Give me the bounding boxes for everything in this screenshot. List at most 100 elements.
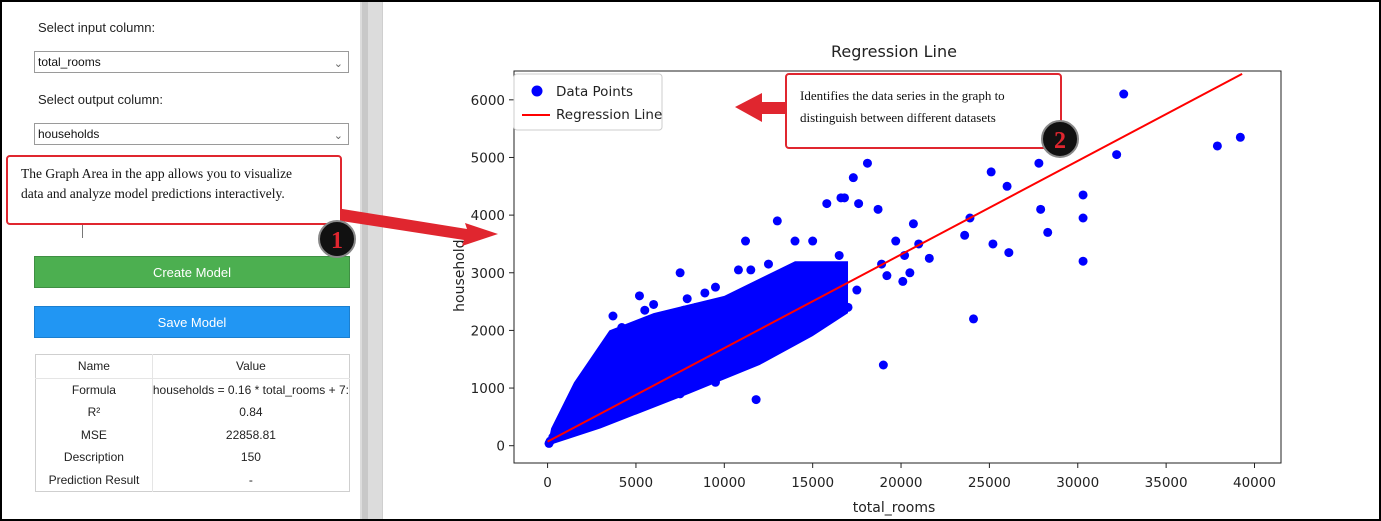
data-point bbox=[737, 325, 747, 335]
table-row: MSE 22858.81 bbox=[35, 423, 350, 446]
data-point bbox=[643, 331, 653, 341]
data-point bbox=[634, 291, 644, 301]
data-point bbox=[799, 291, 809, 301]
output-column-select[interactable]: households ⌄ bbox=[34, 123, 349, 145]
column-header-name: Name bbox=[35, 354, 153, 379]
data-point bbox=[608, 311, 618, 321]
data-point bbox=[781, 308, 791, 318]
table-row: Description 150 bbox=[35, 446, 350, 469]
data-point bbox=[862, 158, 872, 168]
data-point bbox=[1034, 158, 1044, 168]
data-point bbox=[790, 236, 800, 246]
y-tick-label: 2000 bbox=[471, 323, 505, 339]
data-point bbox=[604, 406, 614, 416]
data-point bbox=[755, 279, 765, 289]
save-model-button[interactable]: Save Model bbox=[34, 306, 350, 338]
callout-line: Identifies the data series in the graph … bbox=[800, 88, 1005, 103]
row-value: households = 0.16 * total_rooms + 7: bbox=[152, 382, 349, 397]
data-point bbox=[691, 302, 701, 312]
data-point bbox=[968, 314, 978, 324]
data-point bbox=[808, 236, 818, 246]
data-point bbox=[627, 377, 637, 387]
row-value: 22858.81 bbox=[225, 427, 276, 442]
data-point bbox=[657, 337, 667, 347]
data-point bbox=[843, 302, 853, 312]
output-column-label: Select output column: bbox=[38, 92, 164, 107]
row-name: R² bbox=[35, 401, 153, 424]
data-point bbox=[908, 219, 918, 229]
data-point bbox=[836, 193, 846, 203]
data-point bbox=[560, 412, 570, 422]
data-point bbox=[670, 343, 680, 353]
table-row: Formula households = 0.16 * total_rooms … bbox=[35, 378, 350, 401]
input-column-value: total_rooms bbox=[38, 55, 101, 69]
x-tick-label: 40000 bbox=[1233, 475, 1276, 491]
x-tick-label: 35000 bbox=[1145, 475, 1188, 491]
data-point bbox=[613, 366, 623, 376]
data-point bbox=[746, 285, 756, 295]
data-point bbox=[1036, 204, 1046, 214]
data-point bbox=[640, 354, 650, 364]
data-point bbox=[705, 308, 715, 318]
data-point bbox=[710, 282, 720, 292]
table-header-row: Name Value bbox=[35, 354, 350, 379]
table-row: R² 0.84 bbox=[35, 401, 350, 424]
input-column-label: Select input column: bbox=[38, 20, 156, 35]
row-value: - bbox=[248, 472, 253, 487]
legend-marker-data-points bbox=[531, 85, 543, 97]
data-point bbox=[619, 343, 629, 353]
chevron-down-icon: ⌄ bbox=[333, 58, 343, 70]
data-point bbox=[988, 239, 998, 249]
legend-label-data-points: Data Points bbox=[556, 84, 633, 100]
data-point bbox=[603, 360, 613, 370]
data-point bbox=[693, 372, 703, 382]
data-point bbox=[553, 426, 563, 436]
data-point bbox=[746, 265, 756, 275]
callout-line: data and analyze model predictions inter… bbox=[21, 186, 285, 201]
data-point bbox=[1235, 132, 1245, 142]
data-point bbox=[663, 314, 673, 324]
y-tick-label: 5000 bbox=[471, 150, 505, 166]
data-point bbox=[758, 302, 768, 312]
x-axis-label: total_rooms bbox=[853, 500, 936, 516]
data-point bbox=[675, 268, 685, 278]
data-point bbox=[763, 337, 773, 347]
data-point bbox=[716, 360, 726, 370]
y-tick-label: 3000 bbox=[471, 266, 505, 282]
data-point bbox=[1078, 213, 1088, 223]
data-point bbox=[882, 271, 892, 281]
x-tick-label: 0 bbox=[543, 475, 552, 491]
data-point bbox=[891, 236, 901, 246]
data-point bbox=[834, 250, 844, 260]
create-model-button[interactable]: Create Model bbox=[34, 256, 350, 288]
y-tick-label: 1000 bbox=[471, 381, 505, 397]
row-value: 150 bbox=[240, 450, 261, 465]
data-point bbox=[589, 377, 599, 387]
data-point bbox=[825, 262, 835, 272]
data-point bbox=[763, 259, 773, 269]
data-point bbox=[822, 199, 832, 209]
data-point bbox=[905, 268, 915, 278]
data-point bbox=[569, 400, 579, 410]
data-point bbox=[873, 204, 883, 214]
data-point bbox=[698, 331, 708, 341]
data-point bbox=[631, 369, 641, 379]
data-point bbox=[741, 236, 751, 246]
data-point bbox=[581, 400, 591, 410]
x-tick-label: 25000 bbox=[968, 475, 1011, 491]
legend-label-regression-line: Regression Line bbox=[556, 107, 662, 123]
data-point bbox=[786, 285, 796, 295]
data-point bbox=[679, 305, 689, 315]
data-point bbox=[898, 276, 908, 286]
legend-callout: Identifies the data series in the graph … bbox=[785, 73, 1062, 149]
input-column-select[interactable]: total_rooms ⌄ bbox=[34, 51, 349, 73]
table-row: Prediction Result - bbox=[35, 468, 350, 492]
data-point bbox=[1043, 227, 1053, 237]
data-point bbox=[649, 360, 659, 370]
graph-area-callout: The Graph Area in the app allows you to … bbox=[6, 155, 342, 225]
output-column-value: households bbox=[38, 127, 100, 141]
panel-scrollbar[interactable] bbox=[360, 2, 383, 519]
text-cursor bbox=[82, 224, 83, 238]
data-point bbox=[700, 288, 710, 298]
